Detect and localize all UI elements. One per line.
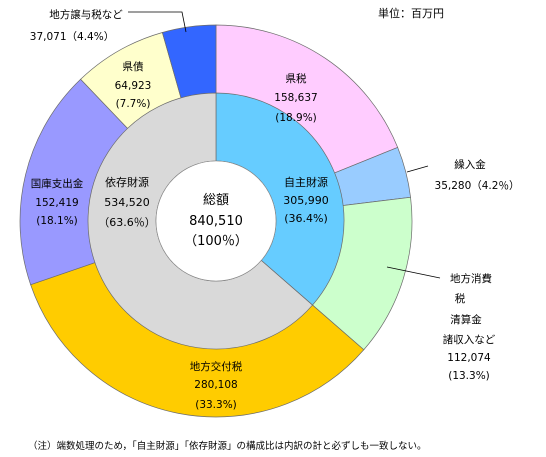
transfers-in-value: 35,280（4.2％） [435, 180, 520, 192]
dependent-revenue-label: 依存財源 [105, 175, 149, 189]
transfers-in-label: 繰入金 [454, 158, 486, 171]
consumption-tax-value: 112,074 [447, 352, 491, 364]
consumption-tax-label-3: 清算金 [450, 313, 482, 326]
transfer-tax-label: 地方譲与税など [49, 8, 123, 21]
footnote: （注）端数処理のため，「自主財源」「依存財源」の構成比は内訳の計と必ずしも一致し… [28, 440, 427, 452]
consumption-tax-label-4: 諸収入など [443, 333, 496, 346]
own-revenue-percent: (36.4%) [284, 212, 328, 225]
own-revenue-value: 305,990 [283, 194, 329, 207]
total-label: 総額 [203, 193, 229, 208]
own-revenue-label: 自主財源 [284, 175, 328, 189]
dependent-revenue-value: 534,520 [104, 196, 150, 209]
leader-line-transfer-tax [128, 11, 187, 33]
center-hole [155, 160, 277, 282]
local-allocation-tax-value: 280,108 [194, 379, 237, 391]
prefectural-tax-value: 158,637 [274, 92, 317, 104]
total-percent: （100％） [184, 234, 248, 249]
leader-line-transfers-in [406, 165, 429, 173]
outer-ring [19, 24, 413, 418]
national-disbursements-label: 国庫支出金 [31, 177, 84, 190]
prefectural-tax-percent: (18.9%) [275, 112, 317, 124]
prefectural-bonds-label: 県債 [123, 60, 144, 73]
transfer-tax-value: 37,071（4.4%） [30, 31, 114, 43]
local-allocation-tax-percent: (33.3%) [195, 399, 237, 411]
national-disbursements-value: 152,419 [35, 197, 78, 209]
national-disbursements-percent: (18.1%) [36, 215, 78, 227]
local-allocation-tax-label: 地方交付税 [190, 360, 243, 373]
leader-line-consumption-tax [386, 266, 441, 279]
total-value: 840,510 [189, 214, 243, 229]
consumption-tax-label-2: 税 [455, 292, 466, 305]
prefectural-bonds-value: 64,923 [115, 80, 152, 92]
prefectural-bonds-percent: (7.7%) [116, 98, 151, 110]
unit-label: 単位：百万円 [378, 6, 444, 20]
prefectural-tax-label: 県税 [286, 72, 307, 85]
dependent-revenue-percent: （63.6％） [98, 216, 156, 229]
consumption-tax-percent: (13.3%) [448, 370, 490, 382]
consumption-tax-label-1: 地方消費 [450, 272, 492, 285]
